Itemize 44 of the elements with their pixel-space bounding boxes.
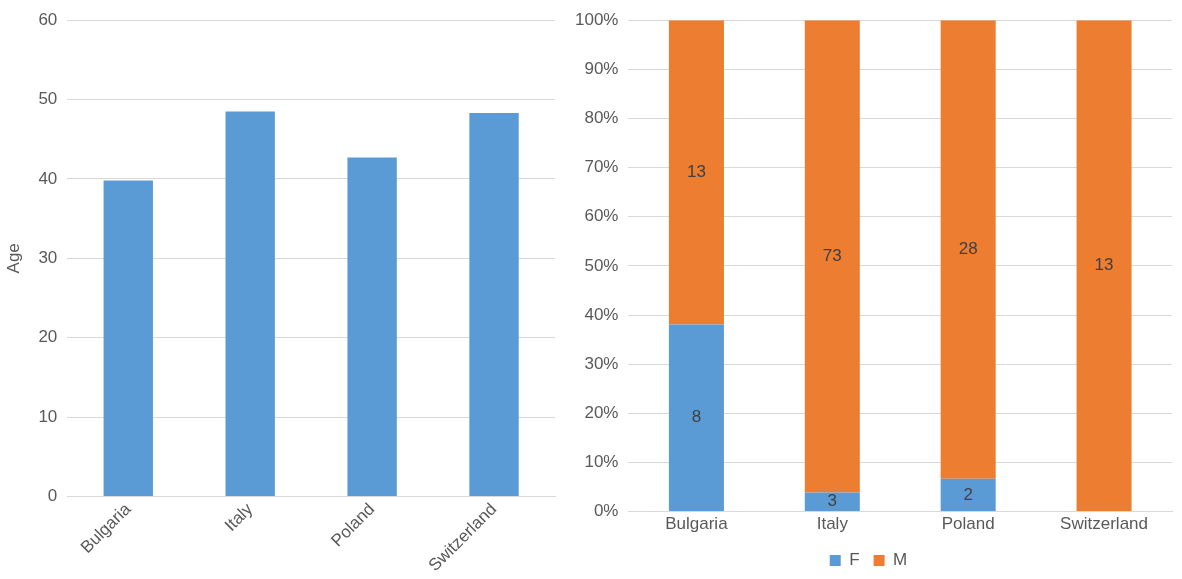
annotation: 3: [827, 491, 838, 511]
y-tick-label: 90%: [584, 59, 619, 79]
y-tick-label: 80%: [584, 108, 619, 128]
y-tick-label: 10: [38, 406, 58, 426]
bar: [940, 478, 996, 512]
y-tick-label: 40%: [584, 304, 619, 324]
bar: [940, 20, 996, 479]
annotation: 13: [1094, 255, 1114, 275]
x-tick-label: Italy: [816, 514, 849, 534]
bar: [103, 180, 153, 496]
annotation: 13: [686, 161, 706, 181]
y-tick-label: 50%: [584, 255, 619, 275]
bar: [804, 20, 860, 493]
bar: [1076, 20, 1132, 512]
bar: [668, 20, 724, 325]
y-tick-label: 70%: [584, 157, 619, 177]
y-tick-label: 100%: [575, 9, 619, 29]
x-tick-label: Italy: [220, 499, 257, 535]
y-axis-title: Age: [3, 243, 23, 274]
annotation: 73: [822, 246, 842, 266]
annotation: 8: [691, 407, 702, 427]
y-tick-label: 10%: [584, 452, 619, 472]
y-tick-label: 20: [38, 327, 58, 347]
y-tick-label: 60: [38, 9, 58, 29]
x-tick-label: Poland: [941, 514, 995, 534]
y-tick-label: 30: [38, 248, 58, 268]
y-tick-label: 30%: [584, 353, 619, 373]
bar: [347, 157, 397, 496]
y-tick-label: 20%: [584, 403, 619, 423]
y-tick-label: 0%: [593, 501, 619, 521]
y-tick-label: 60%: [584, 206, 619, 226]
bar: [225, 111, 275, 496]
y-tick-label: 50: [38, 89, 58, 109]
y-tick-label: 0: [47, 486, 58, 506]
bar: [668, 324, 724, 512]
annotation: 2: [963, 484, 973, 504]
annotation: 28: [958, 239, 978, 259]
legend-label: F: [849, 550, 860, 570]
bar: [469, 113, 519, 496]
x-tick-label: Switzerland: [1060, 514, 1148, 534]
bar: [804, 492, 860, 512]
y-tick-label: 40: [38, 168, 58, 188]
legend-label: M: [893, 550, 908, 570]
x-tick-label: Bulgaria: [665, 514, 729, 534]
